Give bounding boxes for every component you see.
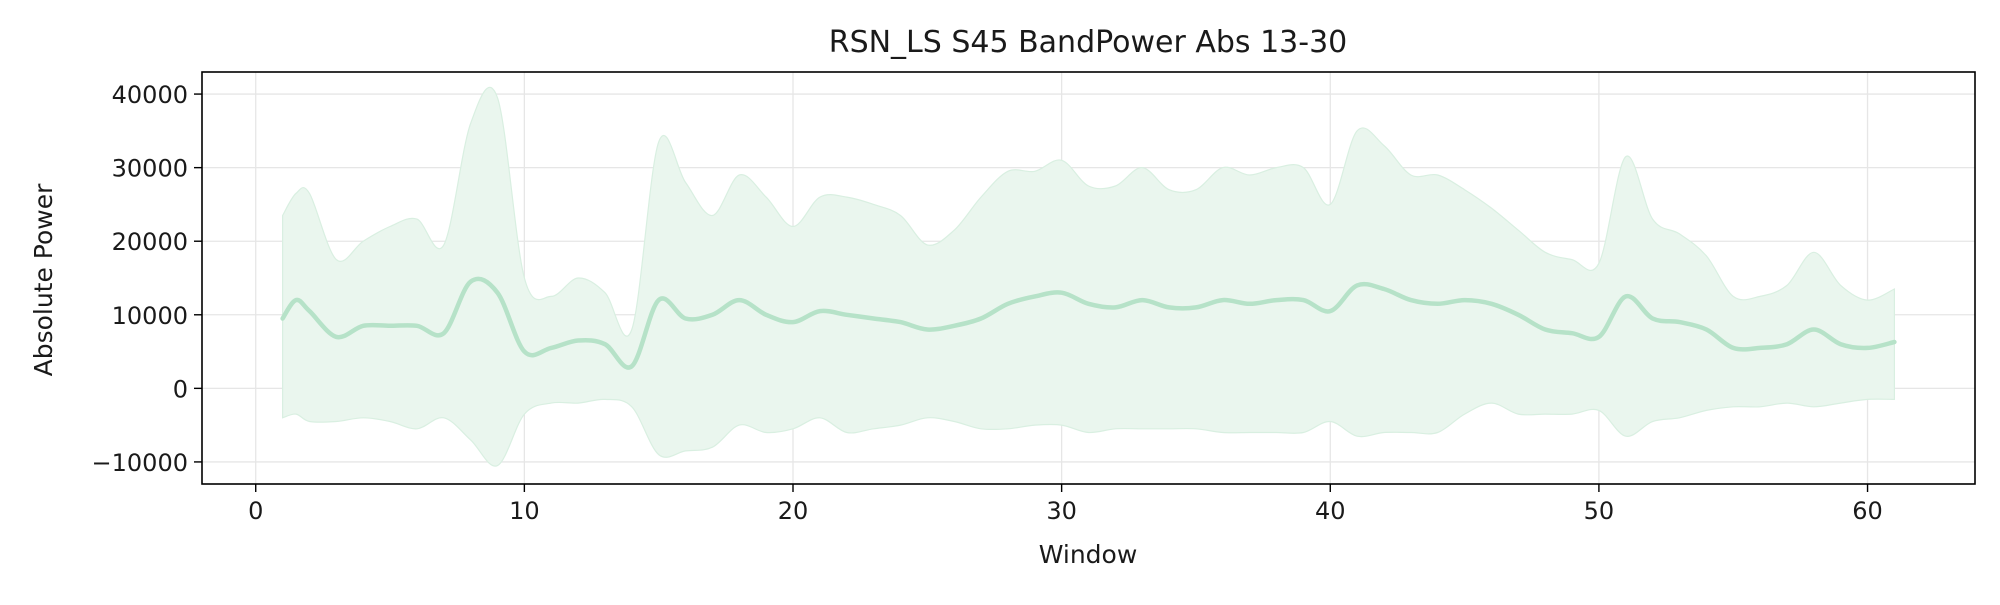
- x-tick-label: 60: [1852, 497, 1883, 525]
- x-tick-label: 30: [1046, 497, 1077, 525]
- ticks: 0 10 20 30 40 50 60 −10000 0 10000 20000 30000 40000: [92, 81, 1883, 525]
- y-tick-label: 30000: [112, 155, 188, 183]
- y-tick-label: −10000: [92, 449, 188, 477]
- confidence-band: [282, 86, 1895, 467]
- x-axis-label: Window: [1039, 540, 1138, 569]
- x-tick-label: 0: [248, 497, 263, 525]
- mean-line: [280, 276, 1897, 370]
- x-tick-label: 20: [778, 497, 809, 525]
- x-tick-label: 40: [1315, 497, 1346, 525]
- line-layer: [280, 276, 1897, 370]
- y-tick-label: 20000: [112, 228, 188, 256]
- y-tick-label: 40000: [112, 81, 188, 109]
- y-tick-label: 10000: [112, 302, 188, 330]
- y-axis-label: Absolute Power: [29, 183, 58, 377]
- chart-title: RSN_LS S45 BandPower Abs 13-30: [829, 25, 1348, 60]
- y-tick-label: 0: [173, 375, 188, 403]
- x-tick-label: 50: [1584, 497, 1615, 525]
- x-tick-label: 10: [509, 497, 540, 525]
- plot-frame: [201, 71, 1976, 485]
- band-layer: [282, 86, 1895, 467]
